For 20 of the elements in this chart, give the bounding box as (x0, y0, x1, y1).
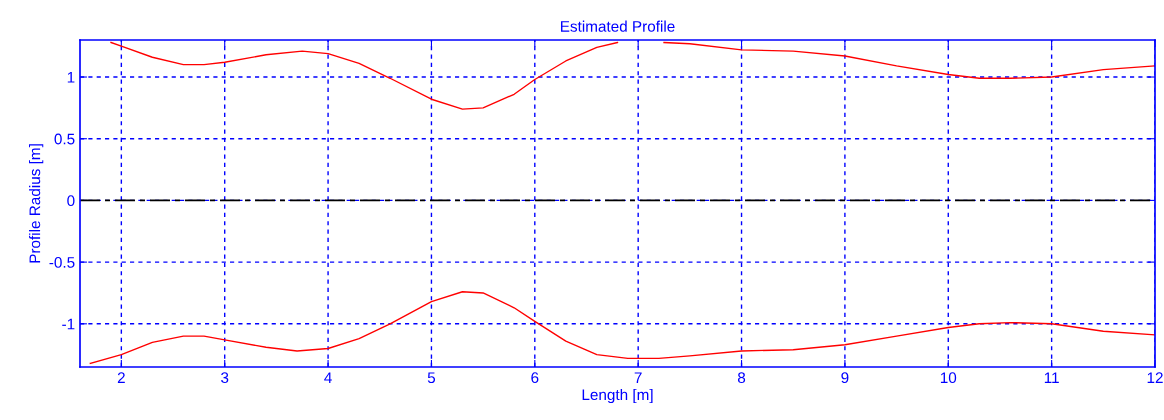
chart-title: Estimated Profile (561, 20, 675, 32)
x-tick-label: 3 (221, 372, 229, 384)
x-tick-label: 11 (1044, 372, 1059, 383)
y-tick-label: -1 (62, 318, 75, 330)
y-axis-title: Profile Radius [m] (29, 144, 44, 263)
x-tick-label: 7 (634, 372, 642, 383)
y-tick-label: 1 (67, 72, 75, 83)
x-axis-title: Length [m] (582, 388, 653, 404)
x-tick-label: 12 (1147, 372, 1163, 383)
x-tick-label: 8 (737, 372, 746, 384)
x-tick-label: 10 (940, 372, 957, 384)
y-tick-label: 0 (67, 195, 75, 207)
x-tick-label: 5 (427, 372, 436, 384)
x-tick-label: 9 (841, 372, 849, 384)
line-series (89, 291, 1155, 364)
y-tick-label: -0.5 (49, 256, 75, 268)
x-tick-label: 4 (324, 372, 332, 383)
x-tick-label: 2 (117, 372, 125, 383)
x-tick-label: 6 (531, 372, 539, 384)
y-tick-label: 0.5 (54, 133, 75, 145)
